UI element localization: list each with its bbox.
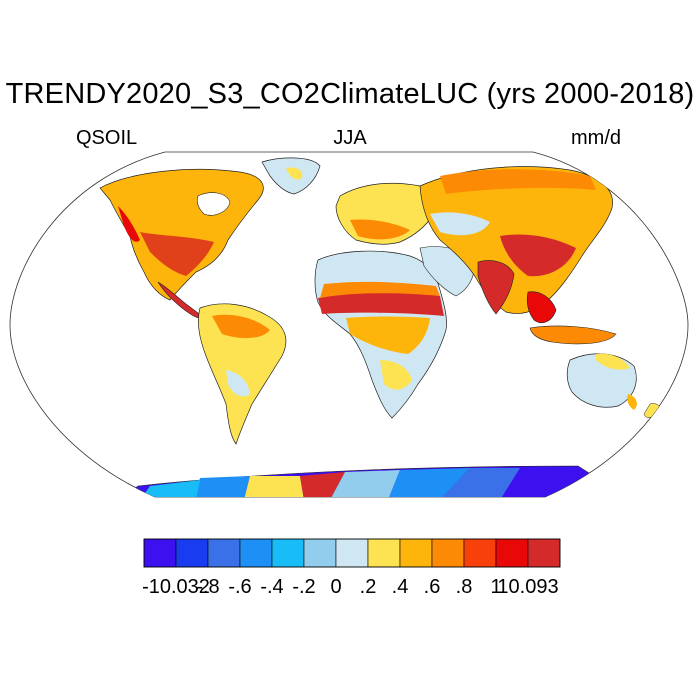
units-label: mm/d bbox=[571, 127, 621, 149]
hudson-bay bbox=[196, 192, 231, 216]
colorbar-tick-label: .6 bbox=[423, 576, 441, 598]
colorbar-tick-label: 0 bbox=[330, 576, 342, 598]
colorbar-swatch bbox=[399, 538, 433, 568]
variable-label: QSOIL bbox=[76, 127, 138, 149]
world-map bbox=[9, 151, 689, 498]
antarctica bbox=[119, 465, 601, 497]
colorbar-swatch bbox=[463, 538, 497, 568]
colorbar-swatch bbox=[495, 538, 529, 568]
colorbar-swatch bbox=[143, 538, 177, 568]
colorbar-swatch bbox=[175, 538, 209, 568]
colorbar-tick-label: .2 bbox=[359, 576, 377, 598]
east-asia-band bbox=[500, 234, 576, 277]
colorbar-tick-label: 1 bbox=[490, 576, 502, 598]
colorbar-swatch bbox=[207, 538, 241, 568]
season-label: JJA bbox=[333, 127, 367, 149]
colorbar-tick-label: -10.032 bbox=[142, 576, 210, 598]
india bbox=[477, 260, 515, 315]
colorbar-swatch bbox=[367, 538, 401, 568]
colorbar-tick-label: .8 bbox=[455, 576, 473, 598]
map-title: TRENDY2020_S3_CO2ClimateLUC (yrs 2000-20… bbox=[5, 78, 695, 110]
sahel-band bbox=[318, 291, 444, 316]
colorbar-swatch bbox=[303, 538, 337, 568]
colorbar-swatch bbox=[271, 538, 305, 568]
colorbar-tick-label: 10.093 bbox=[497, 576, 559, 598]
colorbar bbox=[143, 538, 561, 568]
south-america bbox=[198, 303, 287, 445]
colorbar-swatch bbox=[239, 538, 273, 568]
colorbar-tick-label: -.2 bbox=[292, 576, 316, 598]
colorbar-tick-label: -.4 bbox=[260, 576, 284, 598]
colorbar-swatch bbox=[527, 538, 561, 568]
na-east-band bbox=[140, 232, 214, 276]
colorbar-tick-label: -.6 bbox=[228, 576, 252, 598]
colorbar-swatch bbox=[431, 538, 465, 568]
na-west-band bbox=[118, 206, 140, 242]
colorbar-tick-label: -.8 bbox=[196, 576, 220, 598]
southeast-asia bbox=[526, 291, 557, 323]
siberia-band bbox=[440, 169, 596, 194]
indonesia bbox=[529, 325, 617, 345]
colorbar-tick-label: .4 bbox=[391, 576, 409, 598]
central-asia-dry bbox=[430, 212, 490, 236]
colorbar-swatch bbox=[335, 538, 369, 568]
